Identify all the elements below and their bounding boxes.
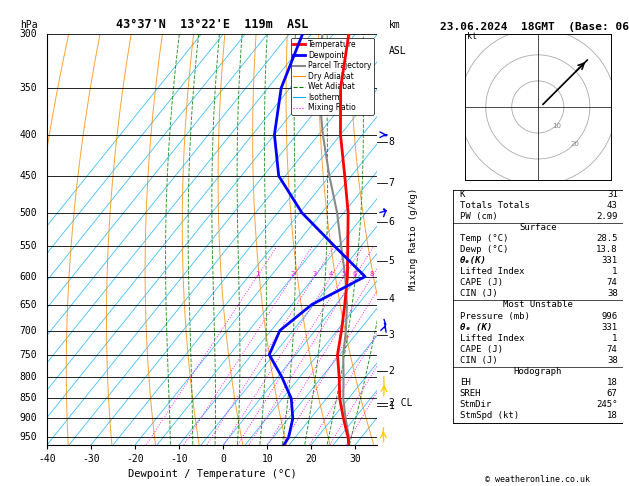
- Text: 300: 300: [19, 29, 37, 39]
- Text: 500: 500: [19, 208, 37, 218]
- Text: hPa: hPa: [19, 20, 37, 30]
- Text: 650: 650: [19, 299, 37, 310]
- Text: 74: 74: [607, 278, 618, 287]
- Legend: Temperature, Dewpoint, Parcel Trajectory, Dry Adiabat, Wet Adiabat, Isotherm, Mi: Temperature, Dewpoint, Parcel Trajectory…: [291, 38, 374, 115]
- Text: 10: 10: [552, 122, 561, 129]
- Text: EH: EH: [460, 378, 470, 387]
- Text: CIN (J): CIN (J): [460, 289, 498, 298]
- Text: kt: kt: [467, 32, 477, 41]
- Text: 23.06.2024  18GMT  (Base: 06): 23.06.2024 18GMT (Base: 06): [440, 21, 629, 32]
- Text: 4: 4: [389, 294, 394, 304]
- Text: θₑ (K): θₑ (K): [460, 323, 492, 331]
- Text: Lifted Index: Lifted Index: [460, 267, 524, 276]
- Text: 8: 8: [370, 271, 374, 277]
- Text: 5: 5: [342, 271, 346, 277]
- Text: 1: 1: [612, 334, 618, 343]
- Text: 2: 2: [389, 366, 394, 376]
- Text: 450: 450: [19, 171, 37, 181]
- Text: Surface: Surface: [519, 223, 557, 232]
- Text: © weatheronline.co.uk: © weatheronline.co.uk: [486, 474, 590, 484]
- Text: 2.99: 2.99: [596, 212, 618, 221]
- Text: 331: 331: [601, 256, 618, 265]
- Text: 996: 996: [601, 312, 618, 321]
- Text: 1: 1: [389, 401, 394, 411]
- Text: 74: 74: [607, 345, 618, 354]
- Text: Mixing Ratio (g/kg): Mixing Ratio (g/kg): [409, 188, 418, 291]
- Text: 1: 1: [612, 267, 618, 276]
- Text: 245°: 245°: [596, 400, 618, 409]
- Text: 43: 43: [607, 201, 618, 209]
- Text: 2 CL: 2 CL: [389, 399, 412, 408]
- Text: SREH: SREH: [460, 389, 481, 398]
- Text: 8: 8: [389, 137, 394, 147]
- Text: StmDir: StmDir: [460, 400, 492, 409]
- X-axis label: Dewpoint / Temperature (°C): Dewpoint / Temperature (°C): [128, 469, 297, 479]
- Text: 700: 700: [19, 326, 37, 335]
- Text: Pressure (mb): Pressure (mb): [460, 312, 530, 321]
- Text: 67: 67: [607, 389, 618, 398]
- Text: 38: 38: [607, 356, 618, 365]
- Text: 13.8: 13.8: [596, 245, 618, 254]
- Text: StmSpd (kt): StmSpd (kt): [460, 412, 519, 420]
- Text: ASL: ASL: [389, 46, 406, 56]
- Text: 350: 350: [19, 83, 37, 93]
- Title: 43°37'N  13°22'E  119m  ASL: 43°37'N 13°22'E 119m ASL: [116, 18, 308, 32]
- Text: 31: 31: [607, 190, 618, 199]
- Text: 5: 5: [389, 256, 394, 266]
- Text: Most Unstable: Most Unstable: [503, 300, 573, 310]
- Text: 6: 6: [352, 271, 357, 277]
- Text: 800: 800: [19, 372, 37, 382]
- Text: 28.5: 28.5: [596, 234, 618, 243]
- Text: Temp (°C): Temp (°C): [460, 234, 508, 243]
- Text: 850: 850: [19, 394, 37, 403]
- Text: 331: 331: [601, 323, 618, 331]
- Text: 900: 900: [19, 414, 37, 423]
- Text: PW (cm): PW (cm): [460, 212, 498, 221]
- Text: 20: 20: [571, 141, 580, 147]
- Text: Hodograph: Hodograph: [514, 367, 562, 376]
- Text: 6: 6: [389, 217, 394, 227]
- Text: θₑ(K): θₑ(K): [460, 256, 487, 265]
- Text: 750: 750: [19, 349, 37, 360]
- Text: 18: 18: [607, 378, 618, 387]
- Text: Totals Totals: Totals Totals: [460, 201, 530, 209]
- Text: 38: 38: [607, 289, 618, 298]
- Text: Dewp (°C): Dewp (°C): [460, 245, 508, 254]
- Text: CIN (J): CIN (J): [460, 356, 498, 365]
- Text: K: K: [460, 190, 465, 199]
- Text: 18: 18: [607, 412, 618, 420]
- Text: 3: 3: [389, 330, 394, 341]
- Text: 7: 7: [389, 178, 394, 188]
- Text: CAPE (J): CAPE (J): [460, 345, 503, 354]
- Text: 3: 3: [313, 271, 317, 277]
- Text: 1: 1: [255, 271, 259, 277]
- Text: 2: 2: [291, 271, 295, 277]
- Text: 4: 4: [329, 271, 333, 277]
- Text: Lifted Index: Lifted Index: [460, 334, 524, 343]
- Text: 550: 550: [19, 241, 37, 251]
- Text: km: km: [389, 20, 401, 30]
- Text: CAPE (J): CAPE (J): [460, 278, 503, 287]
- Text: 600: 600: [19, 272, 37, 281]
- Text: 400: 400: [19, 130, 37, 139]
- Text: 950: 950: [19, 433, 37, 442]
